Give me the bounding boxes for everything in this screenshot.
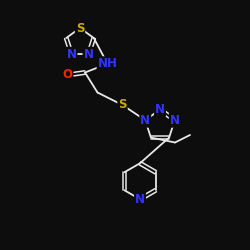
Text: N: N (135, 193, 145, 206)
Text: N: N (170, 114, 180, 127)
Text: N: N (155, 103, 165, 116)
Text: O: O (62, 68, 72, 82)
Text: NH: NH (98, 57, 117, 70)
Text: S: S (118, 98, 127, 112)
Text: N: N (140, 114, 150, 127)
Text: S: S (76, 22, 84, 35)
Text: N: N (66, 48, 76, 61)
Text: N: N (84, 48, 94, 61)
